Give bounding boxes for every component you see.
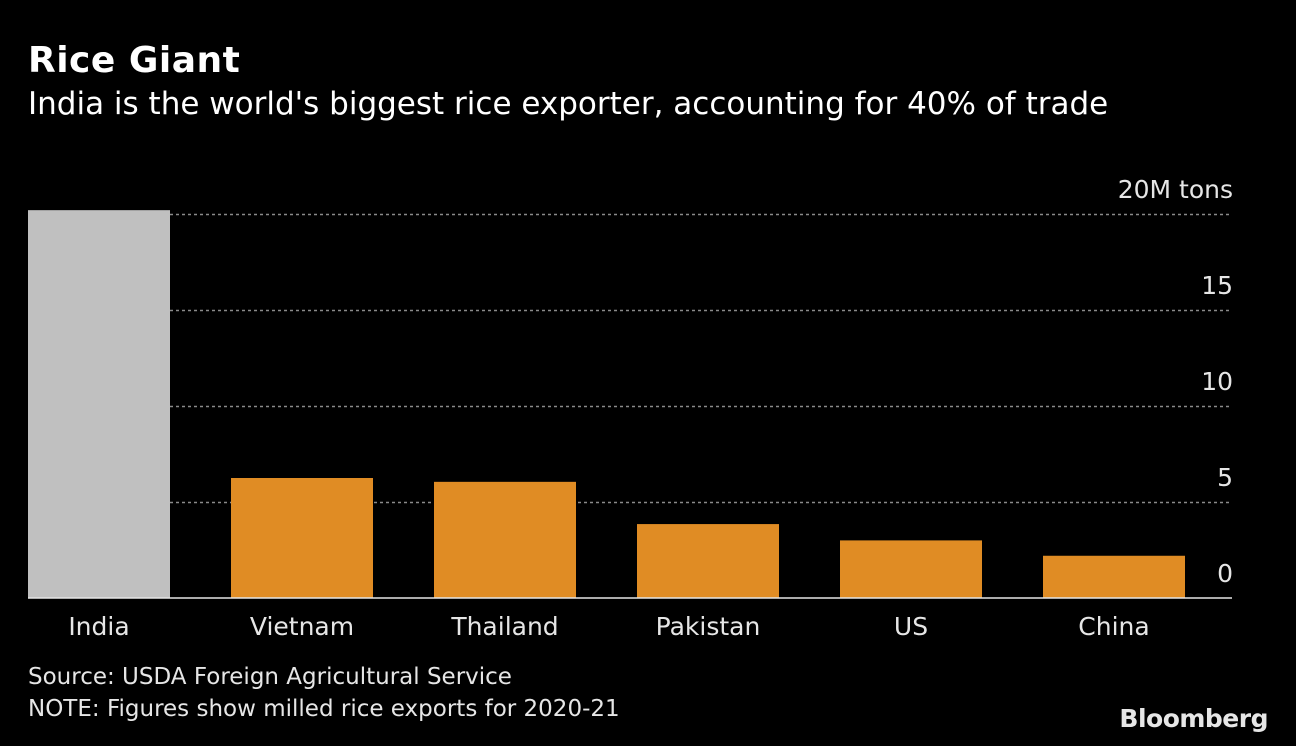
chart-subtitle: India is the world's biggest rice export… <box>28 86 1109 122</box>
chart-title: Rice Giant <box>28 40 241 81</box>
x-tick-label: Vietnam <box>250 612 354 641</box>
x-tick-label: Thailand <box>450 612 558 641</box>
y-tick-label: 20M tons <box>1118 175 1233 204</box>
note-text: NOTE: Figures show milled rice exports f… <box>28 696 620 722</box>
x-tick-label: India <box>68 612 129 641</box>
bar-india <box>28 210 170 598</box>
y-tick-label: 10 <box>1201 367 1233 396</box>
bar-thailand <box>434 481 576 598</box>
bloomberg-logo: Bloomberg <box>1119 704 1268 733</box>
bar-us <box>840 540 982 598</box>
bar-pakistan <box>637 524 779 598</box>
y-tick-label: 15 <box>1201 271 1233 300</box>
y-tick-label: 0 <box>1217 559 1233 588</box>
y-tick-label: 5 <box>1217 463 1233 492</box>
source-text: Source: USDA Foreign Agricultural Servic… <box>28 664 512 690</box>
x-tick-label: US <box>894 612 928 641</box>
bar-china <box>1043 555 1185 598</box>
bar-vietnam <box>231 478 373 598</box>
x-tick-label: China <box>1078 612 1149 641</box>
x-tick-label: Pakistan <box>656 612 761 641</box>
